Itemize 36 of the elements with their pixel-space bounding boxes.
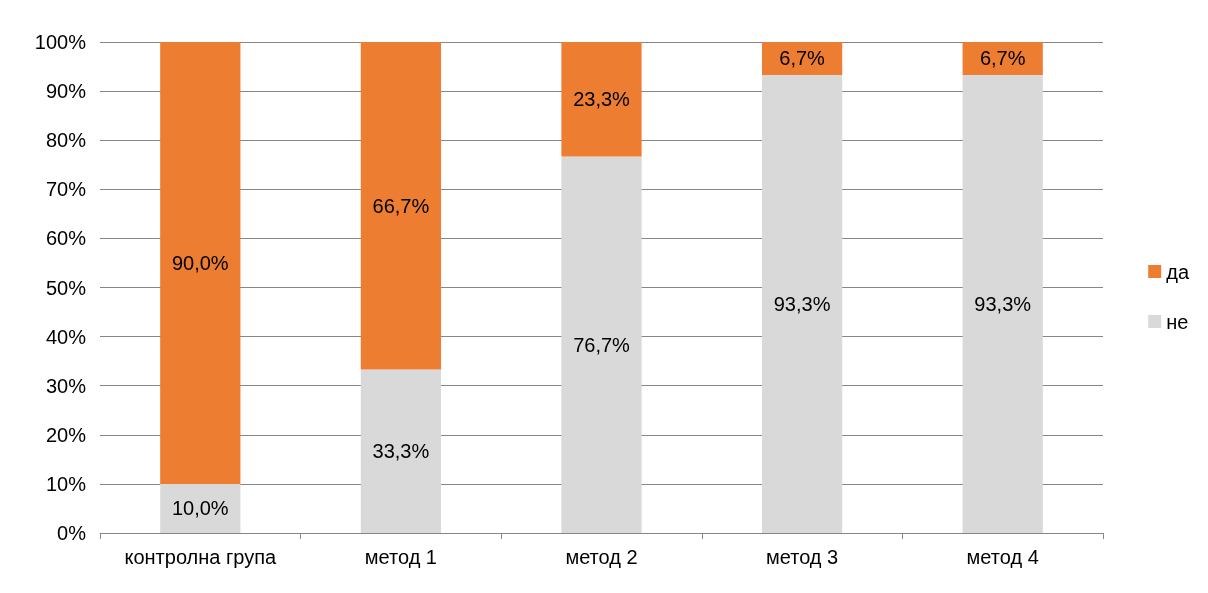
y-tick-label: 100% (34, 31, 87, 53)
y-tick-label: 40% (45, 325, 87, 348)
bar (761, 74, 843, 533)
data-label: 90,0% (171, 251, 229, 274)
bar (160, 483, 241, 533)
data-label: 93,3% (974, 292, 1032, 315)
y-tick-label: 20% (45, 423, 87, 446)
bar (160, 42, 241, 484)
x-tick-label: метод 3 (766, 546, 839, 568)
legend-label: да (1166, 260, 1190, 283)
data-label: 66,7% (372, 194, 430, 217)
y-tick-label: 0% (57, 522, 87, 544)
y-tick-label: 10% (45, 472, 87, 495)
data-label: 33,3% (372, 440, 430, 463)
bar (360, 42, 442, 370)
bar (360, 369, 442, 533)
data-label: 23,3% (573, 88, 631, 111)
data-label: 76,7% (573, 333, 631, 356)
data-label: 10,0% (171, 497, 229, 520)
y-tick-label: 60% (45, 227, 87, 250)
x-tick-label: метод 4 (966, 546, 1039, 568)
data-label: 6,7% (979, 47, 1026, 70)
bar (561, 42, 642, 157)
x-tick-label: контролна група (124, 546, 277, 568)
bar (962, 74, 1043, 533)
y-tick-label: 70% (45, 178, 87, 201)
x-tick-label: метод 1 (364, 546, 437, 568)
data-label: 93,3% (773, 292, 831, 315)
y-tick-label: 80% (45, 129, 87, 152)
bar (561, 156, 642, 533)
x-tick-label: метод 2 (565, 546, 638, 568)
data-label: 6,7% (779, 47, 826, 70)
y-tick-label: 50% (45, 276, 87, 299)
y-tick-label: 30% (45, 374, 87, 397)
legend-label: не (1166, 310, 1189, 333)
y-tick-label: 90% (45, 80, 87, 103)
